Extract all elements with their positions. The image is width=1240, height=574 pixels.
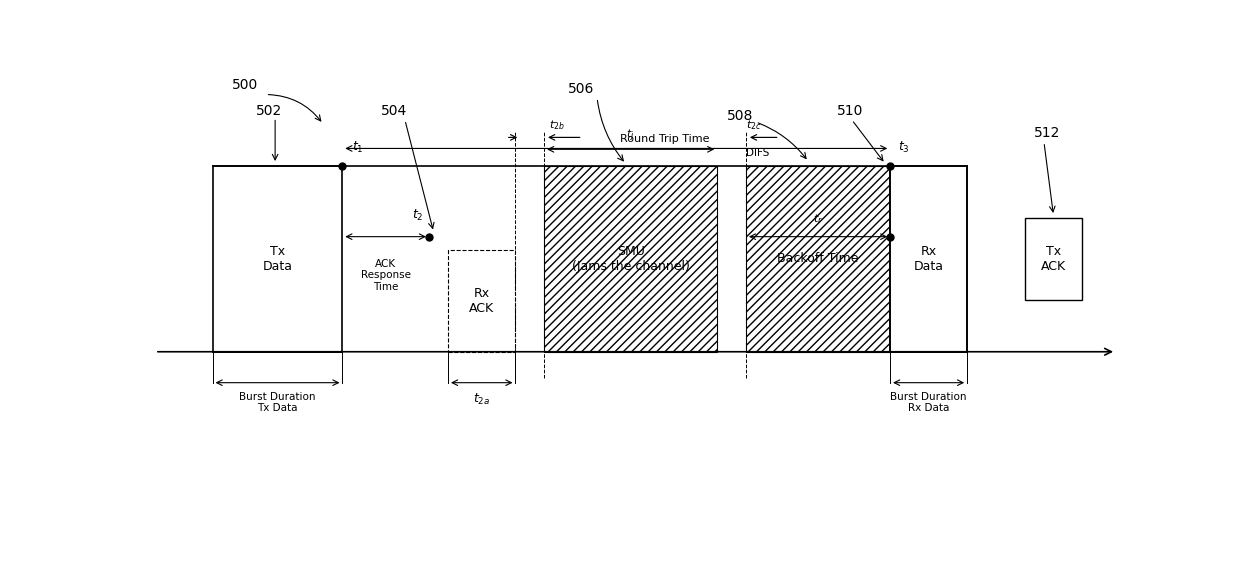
Text: $t_{2b}$: $t_{2b}$ [549, 118, 565, 132]
Text: $t_{2a}$: $t_{2a}$ [474, 391, 490, 406]
Text: Rx
ACK: Rx ACK [469, 286, 495, 315]
Bar [544, 166, 717, 352]
Bar [746, 166, 890, 352]
Text: 500: 500 [232, 77, 258, 92]
Text: $t_j$: $t_j$ [626, 127, 635, 144]
Text: Rx
Data: Rx Data [914, 245, 944, 273]
Text: $t_2$: $t_2$ [412, 208, 423, 223]
Text: $t_3$: $t_3$ [898, 140, 910, 155]
Text: DIFS: DIFS [746, 149, 769, 158]
Text: Round Trip Time: Round Trip Time [620, 134, 709, 144]
Bar [890, 166, 967, 352]
Text: 504: 504 [381, 104, 407, 118]
Bar [213, 166, 342, 352]
Bar [448, 250, 516, 352]
Text: 506: 506 [568, 82, 595, 96]
Text: Tx
ACK: Tx ACK [1040, 245, 1066, 273]
Text: $t_1$: $t_1$ [352, 140, 363, 155]
Text: $t_r$: $t_r$ [813, 212, 823, 226]
Text: 510: 510 [837, 104, 864, 118]
Bar [1024, 218, 1083, 300]
Text: Burst Duration
Tx Data: Burst Duration Tx Data [239, 391, 316, 413]
Text: $t_{2c}$: $t_{2c}$ [746, 118, 761, 132]
Text: Backoff Time: Backoff Time [777, 253, 859, 265]
Text: Burst Duration
Rx Data: Burst Duration Rx Data [890, 391, 967, 413]
Text: 508: 508 [727, 108, 753, 123]
Text: 502: 502 [255, 104, 283, 118]
Text: Tx
Data: Tx Data [263, 245, 293, 273]
Text: SMU
(Jams the channel): SMU (Jams the channel) [572, 245, 689, 273]
Text: 512: 512 [1034, 126, 1060, 141]
Text: ACK
Response
Time: ACK Response Time [361, 259, 410, 292]
